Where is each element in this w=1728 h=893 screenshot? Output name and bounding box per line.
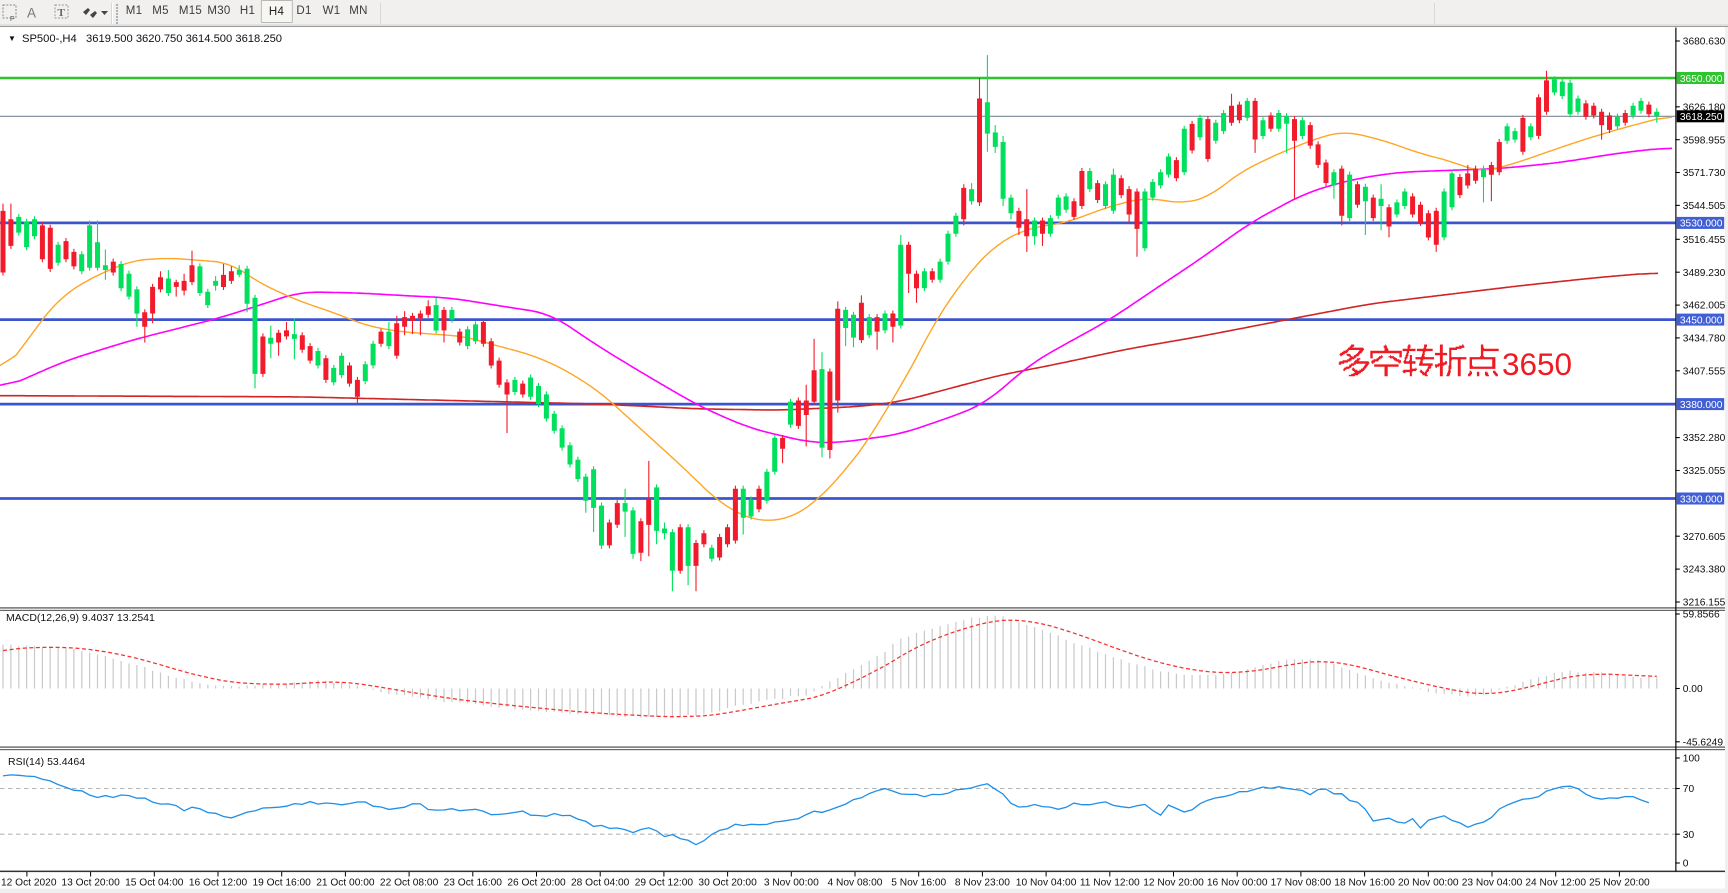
svg-text:16 Oct 12:00: 16 Oct 12:00 bbox=[189, 878, 248, 889]
svg-text:20 Nov 00:00: 20 Nov 00:00 bbox=[1398, 878, 1459, 889]
svg-text:3598.955: 3598.955 bbox=[1683, 135, 1726, 146]
svg-text:12 Oct 2020: 12 Oct 2020 bbox=[1, 878, 57, 889]
svg-text:3489.230: 3489.230 bbox=[1683, 268, 1726, 279]
svg-text:30 Oct 20:00: 30 Oct 20:00 bbox=[698, 878, 757, 889]
svg-text:MACD(12,26,9) 9.4037 13.2541: MACD(12,26,9) 9.4037 13.2541 bbox=[6, 612, 155, 624]
svg-text:21 Oct 00:00: 21 Oct 00:00 bbox=[316, 878, 375, 889]
svg-text:0: 0 bbox=[1683, 859, 1689, 870]
svg-text:-45.6249: -45.6249 bbox=[1683, 737, 1724, 748]
svg-text:29 Oct 12:00: 29 Oct 12:00 bbox=[635, 878, 694, 889]
svg-text:▼: ▼ bbox=[8, 34, 16, 43]
svg-text:10 Nov 04:00: 10 Nov 04:00 bbox=[1016, 878, 1077, 889]
svg-text:70: 70 bbox=[1683, 784, 1695, 795]
svg-text:3571.730: 3571.730 bbox=[1683, 168, 1726, 179]
svg-text:F: F bbox=[10, 16, 14, 23]
svg-text:13 Oct 20:00: 13 Oct 20:00 bbox=[61, 878, 120, 889]
svg-text:24 Nov 12:00: 24 Nov 12:00 bbox=[1525, 878, 1586, 889]
svg-text:SP500-,H4 3619.500 3620.750: SP500-,H4 3619.500 3620.750 3614.500 361… bbox=[22, 33, 282, 45]
svg-text:3270.605: 3270.605 bbox=[1683, 532, 1726, 543]
svg-text:T: T bbox=[58, 7, 66, 19]
svg-text:17 Nov 08:00: 17 Nov 08:00 bbox=[1271, 878, 1332, 889]
svg-text:26 Oct 20:00: 26 Oct 20:00 bbox=[507, 878, 566, 889]
svg-text:19 Oct 16:00: 19 Oct 16:00 bbox=[253, 878, 312, 889]
svg-text:18 Nov 16:00: 18 Nov 16:00 bbox=[1334, 878, 1395, 889]
svg-text:25 Nov 20:00: 25 Nov 20:00 bbox=[1589, 878, 1650, 889]
svg-text:3462.005: 3462.005 bbox=[1683, 301, 1726, 312]
svg-text:A: A bbox=[27, 6, 36, 21]
svg-text:28 Oct 04:00: 28 Oct 04:00 bbox=[571, 878, 630, 889]
svg-text:11 Nov 12:00: 11 Nov 12:00 bbox=[1080, 878, 1140, 889]
svg-text:3407.555: 3407.555 bbox=[1683, 366, 1726, 377]
svg-text:3434.780: 3434.780 bbox=[1683, 334, 1726, 345]
svg-text:3618.250: 3618.250 bbox=[1680, 112, 1723, 123]
svg-text:0.00: 0.00 bbox=[1683, 684, 1703, 695]
svg-text:RSI(14) 53.4464: RSI(14) 53.4464 bbox=[8, 756, 85, 768]
svg-text:4 Nov 08:00: 4 Nov 08:00 bbox=[828, 878, 883, 889]
svg-text:3300.000: 3300.000 bbox=[1680, 494, 1723, 505]
svg-text:3380.000: 3380.000 bbox=[1680, 400, 1723, 411]
svg-text:59.8566: 59.8566 bbox=[1683, 610, 1720, 621]
svg-text:16 Nov 00:00: 16 Nov 00:00 bbox=[1207, 878, 1268, 889]
svg-text:3 Nov 00:00: 3 Nov 00:00 bbox=[764, 878, 819, 889]
svg-text:3450.000: 3450.000 bbox=[1680, 315, 1723, 326]
svg-text:30: 30 bbox=[1683, 830, 1695, 841]
svg-text:3216.155: 3216.155 bbox=[1683, 598, 1726, 609]
svg-text:12 Nov 20:00: 12 Nov 20:00 bbox=[1143, 878, 1204, 889]
svg-text:3530.000: 3530.000 bbox=[1680, 219, 1723, 230]
svg-text:3516.455: 3516.455 bbox=[1683, 235, 1726, 246]
svg-text:3650.000: 3650.000 bbox=[1680, 74, 1723, 85]
svg-text:3243.380: 3243.380 bbox=[1683, 565, 1726, 576]
svg-text:3352.280: 3352.280 bbox=[1683, 433, 1726, 444]
svg-text:3650: 3650 bbox=[1502, 346, 1572, 382]
svg-text:23 Nov 04:00: 23 Nov 04:00 bbox=[1462, 878, 1523, 889]
svg-text:3680.630: 3680.630 bbox=[1683, 37, 1726, 48]
svg-text:23 Oct 16:00: 23 Oct 16:00 bbox=[444, 878, 503, 889]
svg-text:22 Oct 08:00: 22 Oct 08:00 bbox=[380, 878, 439, 889]
svg-text:100: 100 bbox=[1683, 754, 1700, 765]
svg-text:5 Nov 16:00: 5 Nov 16:00 bbox=[891, 878, 946, 889]
svg-text:3544.505: 3544.505 bbox=[1683, 201, 1726, 212]
svg-text:3626.180: 3626.180 bbox=[1683, 102, 1726, 113]
svg-text:3325.055: 3325.055 bbox=[1683, 466, 1726, 477]
svg-text:15 Oct 04:00: 15 Oct 04:00 bbox=[125, 878, 184, 889]
svg-text:8 Nov 23:00: 8 Nov 23:00 bbox=[955, 878, 1010, 889]
